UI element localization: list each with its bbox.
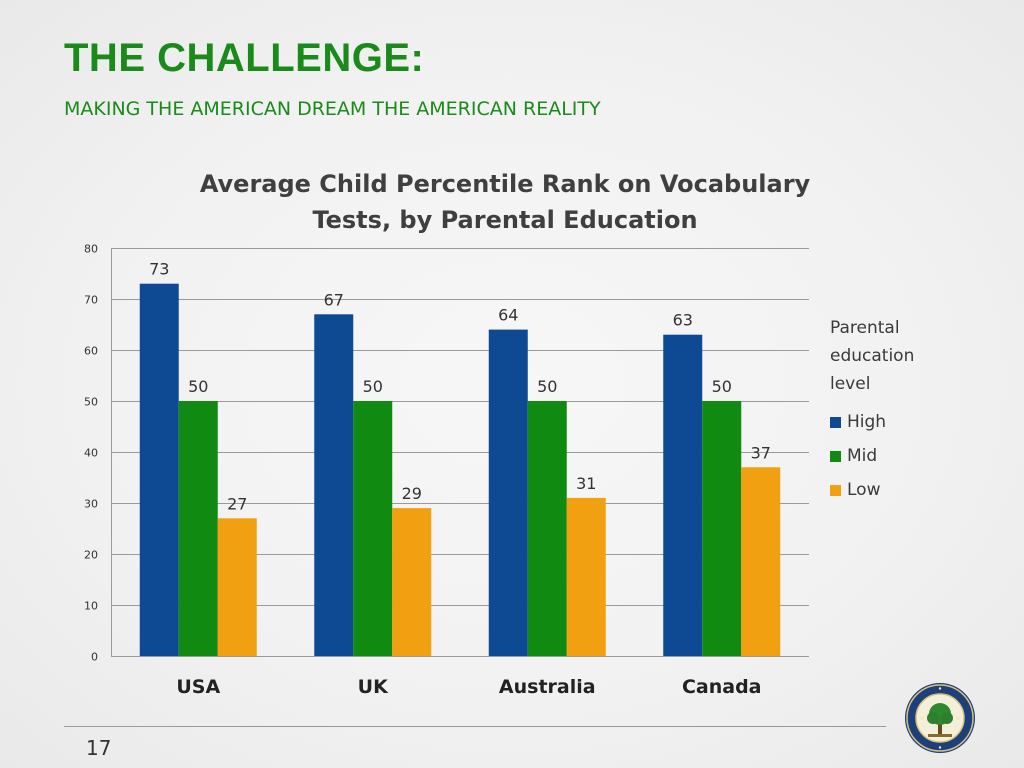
data-label: 50 bbox=[712, 377, 732, 396]
legend-swatch-low bbox=[830, 484, 841, 496]
bar-low-australia bbox=[566, 497, 606, 656]
legend-item-high: High bbox=[830, 412, 940, 432]
legend-label-high: High bbox=[847, 412, 887, 432]
bar-high-uk bbox=[314, 314, 354, 656]
bar-mid-australia bbox=[527, 401, 567, 656]
legend-swatch-mid bbox=[830, 450, 841, 462]
bar-high-canada bbox=[663, 334, 703, 656]
y-tick-label: 30 bbox=[84, 498, 98, 511]
legend-item-mid: Mid bbox=[830, 446, 940, 466]
chart-legend: Parental education level High Mid Low bbox=[830, 314, 940, 500]
data-label: 50 bbox=[363, 377, 383, 396]
data-label: 50 bbox=[537, 377, 557, 396]
y-tick-label: 50 bbox=[84, 396, 98, 409]
x-category-label: USA bbox=[176, 676, 220, 698]
bar-mid-uk bbox=[353, 401, 393, 656]
y-tick-label: 70 bbox=[84, 294, 98, 307]
slide-title: THE CHALLENGE: bbox=[64, 36, 425, 80]
data-label: 37 bbox=[751, 443, 771, 462]
footer-divider bbox=[64, 726, 886, 727]
x-category-label: Australia bbox=[499, 676, 596, 698]
slide-subtitle: MAKING THE AMERICAN DREAM THE AMERICAN R… bbox=[64, 98, 601, 120]
data-label: 50 bbox=[188, 377, 208, 396]
bar-low-uk bbox=[392, 508, 432, 656]
y-tick-label: 20 bbox=[84, 549, 98, 562]
chart-title: Average Child Percentile Rank on Vocabul… bbox=[150, 166, 860, 238]
bar-low-canada bbox=[741, 467, 781, 656]
legend-swatch-high bbox=[830, 416, 841, 428]
department-of-education-seal-icon bbox=[905, 683, 975, 753]
bar-high-usa bbox=[139, 283, 179, 656]
legend-label-mid: Mid bbox=[847, 446, 878, 466]
bar-mid-canada bbox=[702, 401, 742, 656]
legend-label-low: Low bbox=[847, 480, 881, 500]
chart-title-line-1: Average Child Percentile Rank on Vocabul… bbox=[199, 170, 811, 198]
data-label: 29 bbox=[402, 484, 422, 503]
bar-low-usa bbox=[217, 518, 257, 656]
data-label: 64 bbox=[498, 306, 518, 325]
y-tick-label: 10 bbox=[84, 600, 98, 613]
data-label: 73 bbox=[149, 260, 169, 279]
y-tick-label: 40 bbox=[84, 447, 98, 460]
bar-high-australia bbox=[488, 329, 528, 656]
data-label: 31 bbox=[576, 474, 596, 493]
legend-title: Parental education level bbox=[830, 318, 915, 394]
data-label: 63 bbox=[673, 311, 693, 330]
bar-mid-usa bbox=[178, 401, 218, 656]
data-label: 27 bbox=[227, 494, 247, 513]
y-tick-label: 60 bbox=[84, 345, 98, 358]
legend-item-low: Low bbox=[830, 480, 940, 500]
y-tick-label: 80 bbox=[84, 243, 98, 256]
x-category-label: Canada bbox=[682, 676, 762, 698]
data-label: 67 bbox=[324, 290, 344, 309]
chart-title-line-2: Tests, by Parental Education bbox=[312, 206, 698, 234]
page-number: 17 bbox=[86, 736, 112, 760]
x-category-label: UK bbox=[358, 676, 389, 698]
y-tick-label: 0 bbox=[91, 651, 98, 664]
